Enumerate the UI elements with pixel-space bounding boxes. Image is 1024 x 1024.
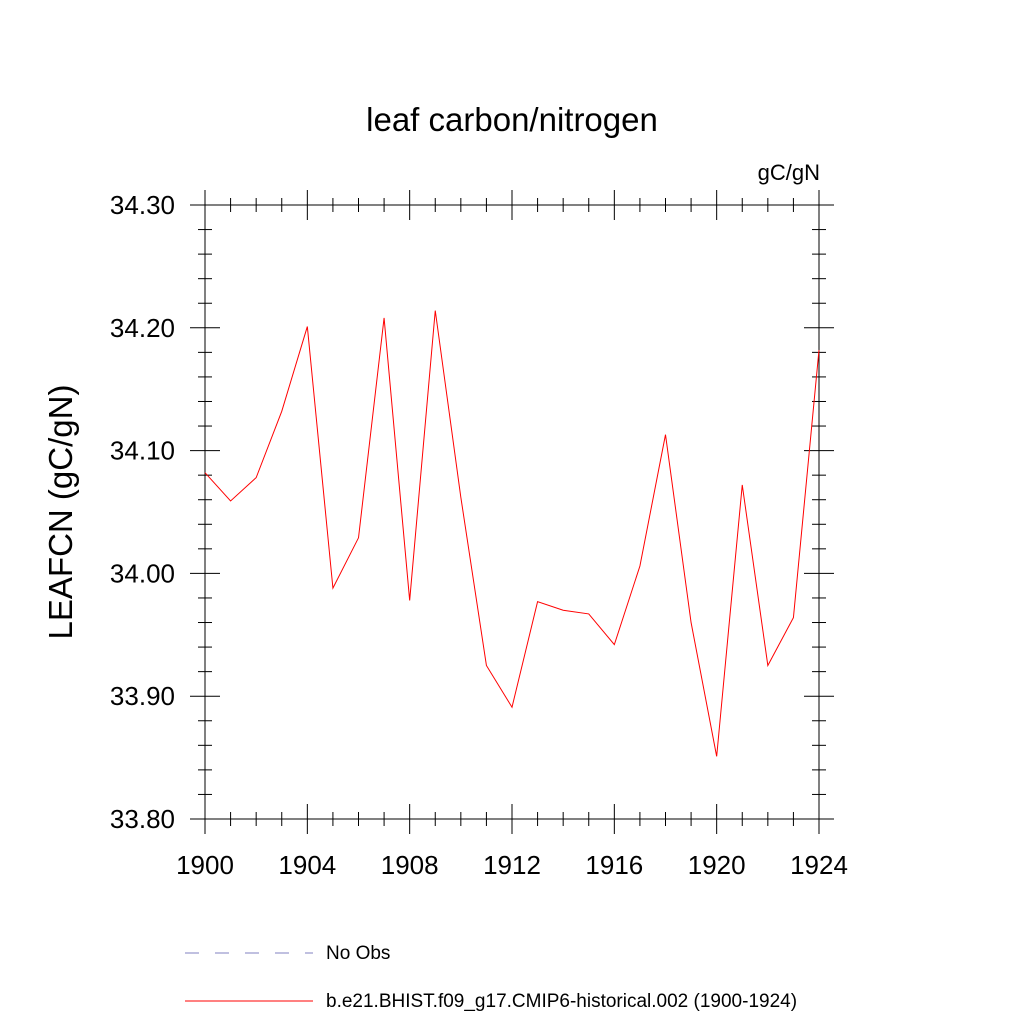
y-tick-label: 33.80	[110, 804, 175, 834]
x-tick-label: 1912	[483, 850, 541, 880]
major-ticks	[190, 190, 834, 834]
chart-title: leaf carbon/nitrogen	[366, 101, 658, 138]
y-axis-label: LEAFCN (gC/gN)	[42, 385, 79, 640]
units-label: gC/gN	[758, 160, 820, 185]
legend-label-no-obs: No Obs	[326, 943, 390, 964]
y-tick-label: 34.20	[110, 313, 175, 343]
x-tick-label: 1900	[176, 850, 234, 880]
legend: No Obs b.e21.BHIST.f09_g17.CMIP6-histori…	[185, 943, 797, 1012]
x-tick-label: 1924	[790, 850, 848, 880]
y-tick-label: 34.10	[110, 436, 175, 466]
series-lines	[204, 310, 820, 757]
y-tick-labels: 33.80 33.90 34.00 34.10 34.20 34.30	[110, 190, 175, 834]
x-tick-label: 1908	[381, 850, 439, 880]
x-tick-label: 1920	[688, 850, 746, 880]
series-line-historical	[204, 310, 820, 757]
y-tick-label: 34.30	[110, 190, 175, 220]
y-tick-label: 34.00	[110, 558, 175, 588]
minor-ticks	[198, 198, 826, 826]
plot-frame	[204, 204, 820, 820]
y-tick-label: 33.90	[110, 681, 175, 711]
legend-label-historical: b.e21.BHIST.f09_g17.CMIP6-historical.002…	[326, 991, 797, 1012]
x-tick-label: 1904	[278, 850, 336, 880]
x-tick-labels: 1900 1904 1908 1912 1916 1920 1924	[176, 850, 848, 880]
x-tick-label: 1916	[585, 850, 643, 880]
